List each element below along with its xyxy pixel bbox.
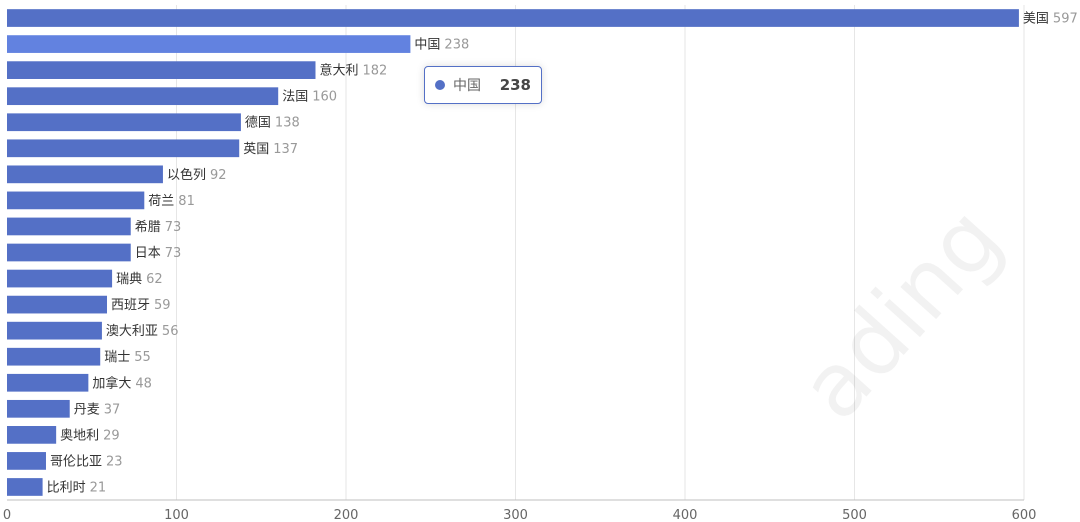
bar[interactable] [7,87,279,106]
bar-label: 美国 597 [1023,12,1078,27]
bar-category: 以色列 [167,167,206,183]
bar-label: 澳大利亚 56 [106,323,179,339]
bar-value: 21 [90,480,107,495]
bar[interactable] [7,478,43,496]
bar-value: 73 [165,220,182,235]
bar-label: 西班牙 59 [111,298,171,313]
bar-labels: 美国 597 中国 238 意大利 182 法国 160 德国 138 英国 137 以色列 92 荷兰 81… [47,12,1078,496]
bar[interactable] [7,9,1019,27]
bar-value: 56 [162,324,179,339]
bar-label: 丹麦 37 [74,402,121,417]
bar-value: 55 [134,350,151,365]
bar-label: 中国 238 [414,38,469,53]
bar-category: 加拿大 [92,375,131,391]
tooltip-label: 中国 [453,78,481,94]
x-tick-label: 300 [503,508,528,522]
bar-label: 哥伦比亚 23 [50,454,123,469]
bar-label: 德国 138 [245,116,300,131]
bar[interactable] [7,452,46,470]
bar-category: 中国 [414,38,440,53]
bar-label: 加拿大 48 [92,375,152,391]
bar-label: 以色列 92 [167,167,227,183]
bar-category: 比利时 [47,480,86,495]
bar-value: 23 [106,454,123,469]
bar-category: 荷兰 [148,194,174,209]
bar[interactable] [7,139,240,158]
bar-value: 59 [154,298,171,313]
bar[interactable] [7,35,411,53]
bar-label: 法国 160 [282,90,337,105]
bar-category: 美国 [1023,12,1049,27]
bar-category: 希腊 [135,220,161,235]
bar-value: 73 [165,246,182,261]
bar[interactable] [7,373,89,392]
x-tick-label: 0 [3,508,11,522]
bar[interactable] [7,61,316,79]
bar[interactable] [7,269,113,288]
bar-value: 48 [135,376,152,391]
x-axis: 0 100 200 300 400 500 600 [3,499,1037,522]
bar-category: 德国 [245,116,271,131]
bar-category: 意大利 [319,63,358,79]
bar-label: 比利时 21 [47,480,107,495]
bar-value: 138 [275,116,300,131]
bar-value: 92 [210,168,227,183]
bar-label: 瑞典 62 [116,272,163,287]
bar-category: 丹麦 [74,402,100,417]
bar-value: 62 [146,272,163,287]
bar-category: 日本 [135,246,161,261]
bar-label: 英国 137 [243,142,298,157]
tooltip-value: 238 [499,76,531,94]
bar-category: 瑞士 [104,350,130,365]
grid-lines [176,5,1025,500]
x-tick-label: 200 [334,508,359,522]
bar-category: 英国 [243,142,269,157]
bar[interactable] [7,321,102,340]
x-tick-label: 500 [842,508,867,522]
bar-value: 160 [312,90,337,105]
bar-category: 瑞典 [116,272,142,287]
bar-value: 597 [1053,12,1078,27]
bar-label: 意大利 182 [319,63,387,79]
bar-label: 日本 73 [135,246,182,261]
bar-value: 238 [444,38,469,53]
bar[interactable] [7,113,241,132]
bar[interactable] [7,399,70,418]
bar-value: 29 [103,428,120,443]
bar[interactable] [7,347,101,366]
bar[interactable] [7,217,131,236]
bar-category: 法国 [282,90,308,105]
bar-label: 希腊 73 [135,220,182,235]
bar-label: 荷兰 81 [148,194,195,209]
bar-value: 37 [104,402,121,417]
bar[interactable] [7,191,145,210]
x-tick-label: 100 [164,508,189,522]
bar-label: 瑞士 55 [104,350,151,365]
bar-category: 西班牙 [111,298,150,313]
bar-category: 奥地利 [60,428,99,443]
bar-value: 81 [178,194,195,209]
bar[interactable] [7,426,57,444]
bar-value: 182 [363,64,388,79]
x-tick-label: 400 [673,508,698,522]
tooltip-series-dot [435,80,445,90]
x-tick-label: 600 [1012,508,1037,522]
bar-value: 137 [273,142,298,157]
bar[interactable] [7,165,163,184]
bar-label: 奥地利 29 [60,428,120,443]
bars [7,9,1019,496]
bar-category: 澳大利亚 [106,323,158,339]
bar[interactable] [7,243,131,262]
tooltip: 中国 238 [424,66,542,104]
bar-category: 哥伦比亚 [50,454,102,469]
bar[interactable] [7,295,108,314]
